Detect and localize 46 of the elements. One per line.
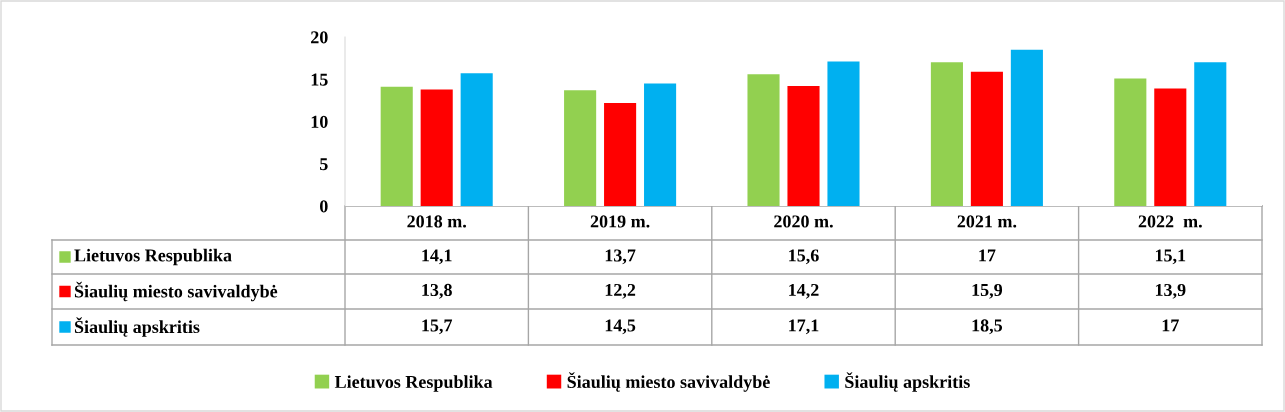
- text: Šiaulių miesto savivaldybė: [567, 372, 770, 392]
- bar: [1010, 49, 1043, 206]
- data-label: 15,9: [972, 283, 1003, 299]
- y-tick-label: 0: [319, 200, 328, 213]
- data-label: 17: [1162, 319, 1179, 332]
- bar: [460, 73, 493, 206]
- y-tick-label: 5: [320, 158, 328, 171]
- bar: [380, 86, 413, 206]
- x-tick-label: 2019 m.: [590, 215, 650, 228]
- data-label: 13,9: [1155, 283, 1186, 299]
- bar: [604, 102, 637, 206]
- data-label: 12,2: [605, 283, 636, 299]
- bar: [644, 83, 677, 206]
- legend-label: Šiaulių miesto savivaldybė: [74, 281, 278, 302]
- y-tick-label: 10: [311, 115, 328, 128]
- bar: [827, 61, 860, 206]
- x-tick-label: 2022 m.: [1138, 215, 1202, 228]
- bar: [564, 90, 597, 206]
- data-label: 17,1: [789, 319, 819, 335]
- x-tick-label: 2018 m.: [407, 215, 466, 228]
- data-label: 14,2: [789, 283, 819, 299]
- data-label: 17: [979, 249, 996, 262]
- x-tick-label: 2021 m.: [957, 215, 1017, 228]
- bar: [747, 74, 780, 206]
- bar: [420, 89, 453, 206]
- data-label: 13,8: [422, 283, 452, 299]
- data-label: 14,1: [422, 249, 452, 265]
- data-label: 13,7: [605, 249, 636, 265]
- data-label: 18,5: [972, 319, 1003, 335]
- data-label: 15,7: [422, 319, 453, 335]
- y-tick-label: 20: [311, 31, 328, 44]
- text: Lietuvos Respublika: [334, 375, 493, 392]
- text: Šiaulių apskritis: [74, 317, 200, 337]
- data-label: 14,5: [605, 319, 636, 335]
- bar: [1114, 78, 1147, 206]
- legend-label: Lietuvos Respublika: [74, 248, 232, 266]
- legend-label: Šiaulių apskritis: [845, 372, 970, 392]
- y-tick-label: 15: [311, 73, 328, 86]
- bar: [1194, 62, 1227, 206]
- data-label: 15,6: [789, 249, 819, 265]
- x-tick-label: 2020 m.: [774, 215, 833, 228]
- bar: [930, 62, 963, 206]
- bar: [1154, 88, 1187, 206]
- bar: [787, 86, 820, 206]
- data-label: 15,1: [1155, 249, 1186, 265]
- bar: [970, 71, 1003, 206]
